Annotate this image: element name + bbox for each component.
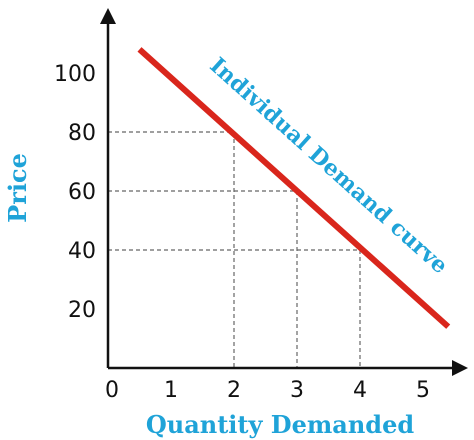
y-axis-title: Price — [3, 153, 32, 223]
x-axis-arrow — [452, 360, 468, 376]
y-tick-label: 40 — [68, 239, 96, 264]
y-axis-arrow — [100, 8, 116, 24]
demand-curve — [137, 47, 451, 329]
y-tick-label: 80 — [68, 121, 96, 146]
x-tick-label: 4 — [353, 378, 367, 403]
guide-lines — [108, 131, 361, 368]
y-tick-label: 100 — [54, 62, 96, 87]
x-tick-label: 5 — [416, 378, 430, 403]
x-tick-labels: 0 1 2 3 4 5 — [105, 378, 430, 403]
y-tick-label: 60 — [68, 180, 96, 205]
y-tick-labels: 20 40 60 80 100 — [54, 62, 96, 323]
x-tick-label: 0 — [105, 378, 119, 403]
x-tick-label: 3 — [290, 378, 304, 403]
x-tick-label: 2 — [227, 378, 241, 403]
demand-curve-label: Individual Demand curve — [205, 52, 453, 279]
x-axis-title: Quantity Demanded — [146, 410, 414, 439]
y-tick-label: 20 — [68, 298, 96, 323]
x-tick-label: 1 — [164, 378, 178, 403]
